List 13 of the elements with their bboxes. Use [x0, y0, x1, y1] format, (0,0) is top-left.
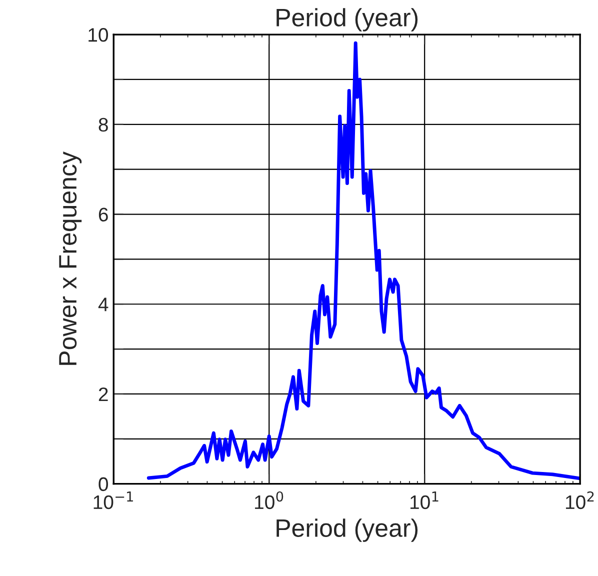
y-tick-label: 2	[98, 387, 108, 402]
y-tick-label: 0	[98, 477, 108, 492]
x-axis-title: Period (year)	[276, 518, 418, 542]
x-tick-label: 10$^{1}$	[410, 492, 438, 510]
y-tick-label: 10	[88, 28, 108, 42]
x-tick-label: 10$^{−1}$	[94, 492, 133, 510]
y-axis-title: Power x Frequency	[59, 152, 82, 365]
x-tick-label: 10$^{2}$	[566, 491, 594, 510]
y-tick-label: 4	[98, 298, 108, 312]
y-tick-label: 6	[98, 208, 108, 222]
chart-title: Period (year)	[276, 8, 418, 32]
x-tick-label: 10$^{0}$	[255, 491, 284, 510]
y-tick-label: 8	[98, 118, 108, 132]
